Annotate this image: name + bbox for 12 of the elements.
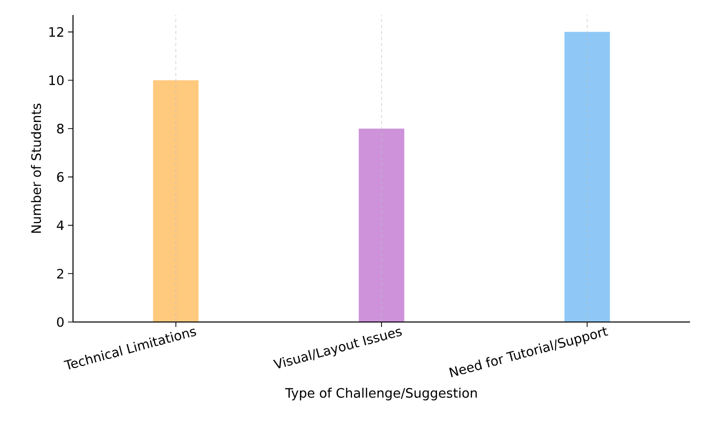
y-tick-label: 6 [57, 172, 64, 182]
y-tick-label: 12 [49, 27, 64, 37]
y-tick-label: 10 [49, 75, 64, 86]
bar [358, 128, 404, 322]
y-tick-label: 8 [57, 124, 64, 134]
y-tick-label: 2 [57, 268, 64, 278]
y-axis-title: Number of Students [30, 104, 42, 233]
y-tick-label: 0 [57, 317, 64, 327]
bar [564, 32, 610, 322]
y-tick-label: 4 [56, 220, 64, 230]
bar [153, 80, 199, 322]
x-axis-title: Type of Challenge/Suggestion [285, 388, 477, 400]
